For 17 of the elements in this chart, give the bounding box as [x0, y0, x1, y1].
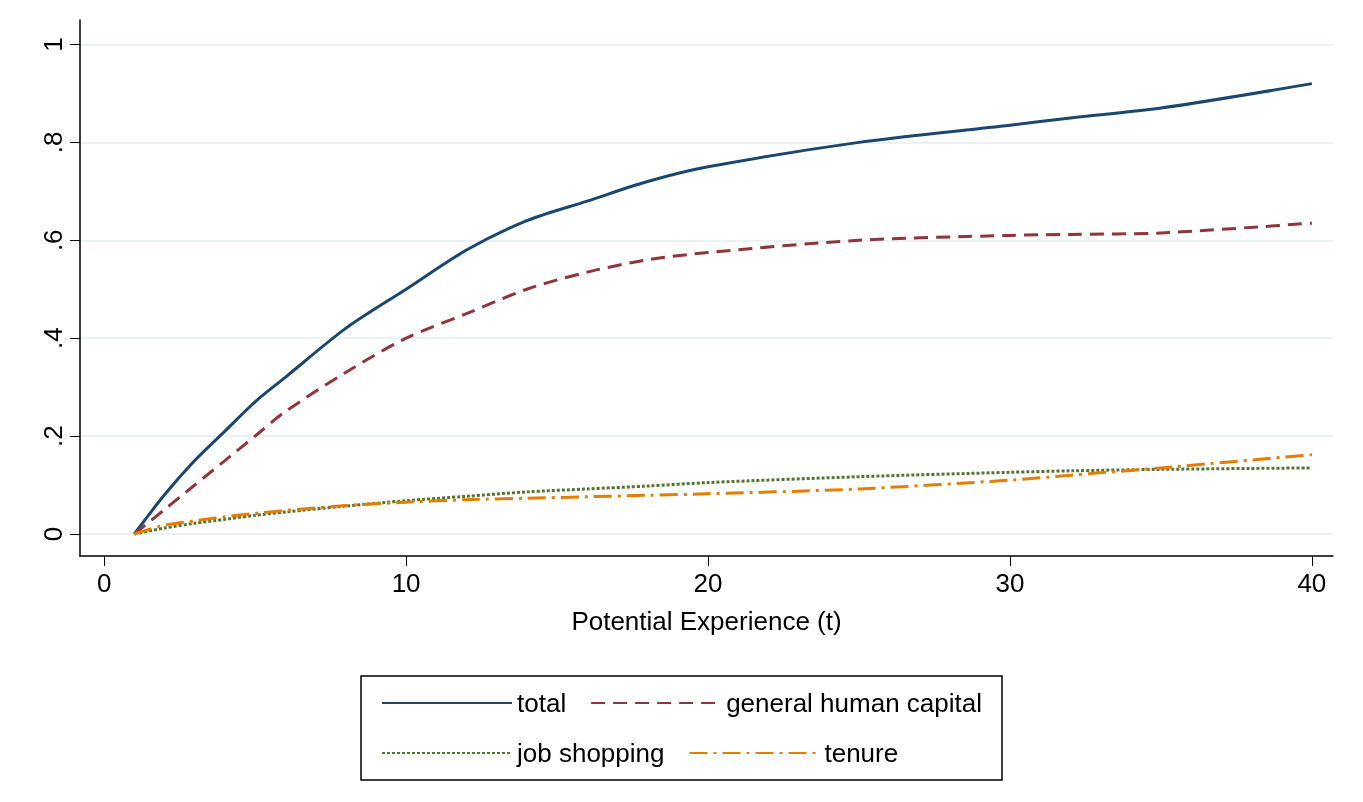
x-tick-label: 20 [693, 568, 723, 598]
y-tick-label: .4 [38, 327, 68, 350]
line-series [132, 453, 1314, 536]
legend-label: job shopping [516, 738, 665, 768]
x-tick-label: 30 [995, 568, 1025, 598]
y-tick-label: .8 [38, 131, 68, 154]
x-tick-label: 0 [96, 568, 112, 598]
legend-label: total [517, 688, 567, 718]
y-tick-label: .6 [38, 229, 68, 252]
y-tick-label: 1 [38, 37, 68, 52]
legend-label: tenure [824, 738, 899, 768]
legend-label: general human capital [726, 688, 982, 718]
x-axis-title: Potential Experience (t) [571, 606, 842, 636]
x-tick-label: 10 [391, 568, 421, 598]
x-tick-label: 40 [1297, 568, 1327, 598]
y-tick-label: 0 [38, 526, 68, 542]
y-tick-label: .2 [38, 425, 68, 447]
